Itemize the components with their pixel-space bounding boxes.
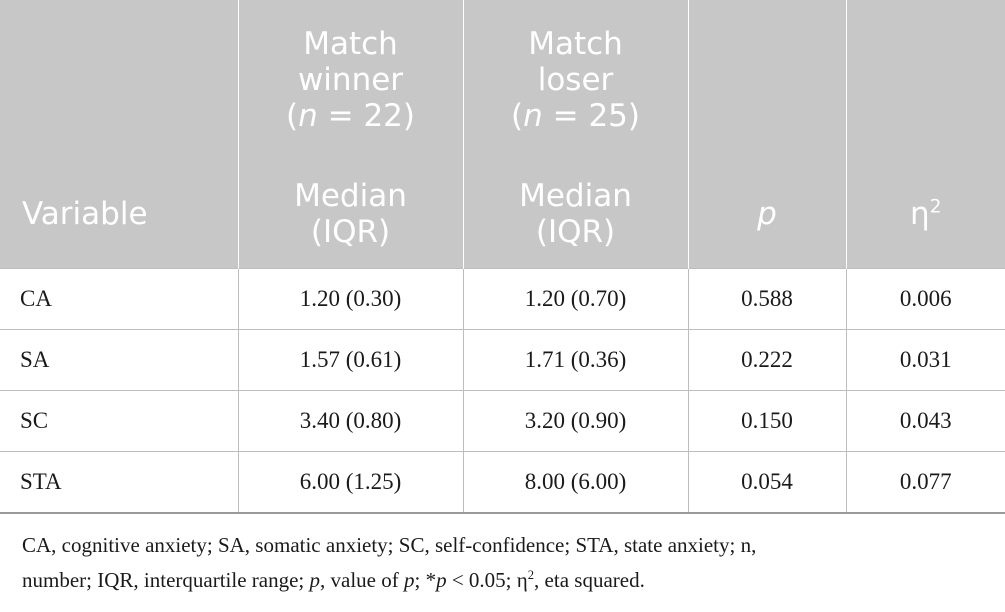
results-table: Match winner (n = 22) Match loser (n = 2… bbox=[0, 0, 1005, 514]
cell-eta: 0.031 bbox=[845, 329, 1005, 391]
footnote-line2-a: number; IQR, interquartile range; bbox=[22, 568, 310, 592]
cell-p: 0.054 bbox=[687, 451, 846, 514]
header-row-groups: Match winner (n = 22) Match loser (n = 2… bbox=[0, 0, 1005, 160]
header-median-loser-line1: Median bbox=[519, 178, 632, 214]
table-row: STA 6.00 (1.25) 8.00 (6.00) 0.054 0.077 bbox=[0, 451, 1005, 514]
header-eta-sup: 2 bbox=[929, 196, 942, 218]
header-eta-label: η bbox=[910, 196, 930, 232]
footnote-line2-c: ; * bbox=[414, 568, 437, 592]
cell-p: 0.588 bbox=[687, 268, 846, 330]
header-p: p bbox=[687, 160, 846, 269]
header-p-label: p bbox=[757, 196, 777, 232]
header-match-loser-line1: Match bbox=[528, 26, 623, 62]
footnote-line2-b: , value of bbox=[320, 568, 404, 592]
cell-winner: 3.40 (0.80) bbox=[237, 390, 463, 452]
cell-variable: SC bbox=[0, 390, 238, 452]
table-header: Match winner (n = 22) Match loser (n = 2… bbox=[0, 0, 1005, 269]
header-empty-variable bbox=[0, 0, 238, 160]
cell-loser: 8.00 (6.00) bbox=[462, 451, 688, 514]
cell-variable: SA bbox=[0, 329, 238, 391]
cell-variable: CA bbox=[0, 268, 238, 330]
footnote-line2-d: < 0.05; η bbox=[446, 568, 528, 592]
header-median-winner-line2: (IQR) bbox=[310, 214, 391, 250]
table-body: CA 1.20 (0.30) 1.20 (0.70) 0.588 0.006 S… bbox=[0, 268, 1005, 514]
header-median-winner: Median (IQR) bbox=[237, 160, 463, 269]
footnote-eta-sup: 2 bbox=[527, 568, 535, 582]
header-match-loser: Match loser (n = 25) bbox=[462, 0, 688, 160]
header-match-winner-line2: winner bbox=[297, 62, 404, 98]
cell-eta: 0.006 bbox=[845, 268, 1005, 330]
header-empty-p bbox=[687, 0, 846, 160]
header-match-winner-n: n bbox=[298, 98, 318, 134]
header-empty-eta bbox=[845, 0, 1005, 160]
cell-winner: 6.00 (1.25) bbox=[237, 451, 463, 514]
cell-winner: 1.20 (0.30) bbox=[237, 268, 463, 330]
header-match-loser-n-value: = 25) bbox=[542, 98, 640, 134]
footnote-p-italic-3: p bbox=[436, 568, 447, 592]
cell-p: 0.150 bbox=[687, 390, 846, 452]
cell-eta: 0.077 bbox=[845, 451, 1005, 514]
table-row: SC 3.40 (0.80) 3.20 (0.90) 0.150 0.043 bbox=[0, 390, 1005, 452]
header-match-winner-line1: Match bbox=[303, 26, 398, 62]
header-eta-squared: η2 bbox=[845, 160, 1005, 269]
header-match-loser-line2: loser bbox=[537, 62, 614, 98]
cell-p: 0.222 bbox=[687, 329, 846, 391]
header-match-loser-n: n bbox=[523, 98, 543, 134]
header-median-loser-line2: (IQR) bbox=[535, 214, 616, 250]
cell-winner: 1.57 (0.61) bbox=[237, 329, 463, 391]
results-table-container: Match winner (n = 22) Match loser (n = 2… bbox=[0, 0, 1005, 514]
footnote-line2-e: , eta squared. bbox=[534, 568, 645, 592]
table-footnote: CA, cognitive anxiety; SA, somatic anxie… bbox=[22, 528, 992, 598]
header-median-winner-line1: Median bbox=[294, 178, 407, 214]
header-variable: Variable bbox=[0, 160, 238, 269]
footnote-p-italic-2: p bbox=[403, 568, 415, 592]
header-match-loser-n-open: ( bbox=[511, 98, 524, 134]
cell-eta: 0.043 bbox=[845, 390, 1005, 452]
table-row: SA 1.57 (0.61) 1.71 (0.36) 0.222 0.031 bbox=[0, 329, 1005, 391]
cell-loser: 1.20 (0.70) bbox=[462, 268, 688, 330]
table-row: CA 1.20 (0.30) 1.20 (0.70) 0.588 0.006 bbox=[0, 268, 1005, 330]
header-match-winner: Match winner (n = 22) bbox=[237, 0, 463, 160]
footnote-p-italic: p bbox=[309, 568, 321, 592]
header-median-loser: Median (IQR) bbox=[462, 160, 688, 269]
header-row-columns: Variable Median (IQR) Median (IQR) p η2 bbox=[0, 160, 1005, 269]
cell-loser: 1.71 (0.36) bbox=[462, 329, 688, 391]
header-match-winner-n-open: ( bbox=[286, 98, 299, 134]
cell-loser: 3.20 (0.90) bbox=[462, 390, 688, 452]
footnote-line1: CA, cognitive anxiety; SA, somatic anxie… bbox=[22, 533, 757, 557]
header-match-winner-n-value: = 22) bbox=[317, 98, 415, 134]
cell-variable: STA bbox=[0, 451, 238, 514]
